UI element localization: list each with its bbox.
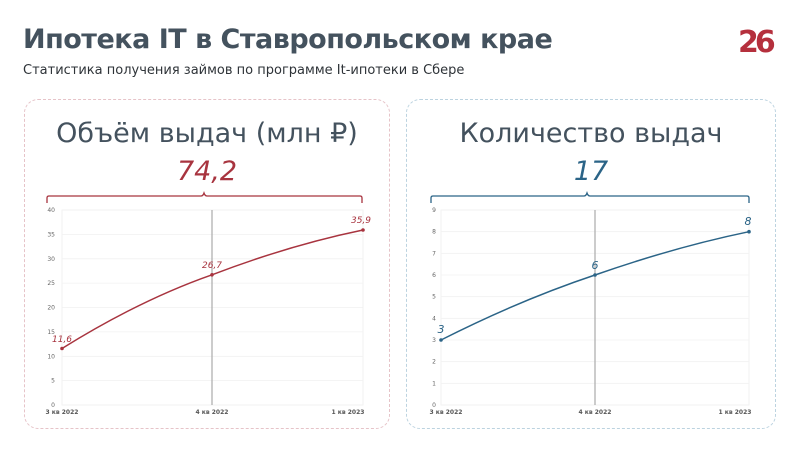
svg-text:1 кв 2023: 1 кв 2023 [332,409,365,416]
svg-text:10: 10 [47,354,55,361]
page-subtitle: Статистика получения займов по программе… [23,63,465,78]
svg-text:6: 6 [432,272,436,279]
svg-text:4 кв 2022: 4 кв 2022 [196,409,229,416]
svg-text:8: 8 [745,215,752,228]
svg-text:1 кв 2023: 1 кв 2023 [719,409,752,416]
svg-text:3: 3 [432,337,436,344]
count-card-title: Количество выдач [459,118,723,149]
volume-total: 74,2 [176,156,238,187]
volume-chart-plot: 40 35 30 25 20 15 10 5 0 3 кв 2022 4 кв … [46,207,372,416]
svg-text:9: 9 [432,207,436,214]
svg-text:0: 0 [432,402,436,409]
volume-y-axis: 40 35 30 25 20 15 10 5 0 [47,207,55,409]
svg-text:6: 6 [592,259,599,272]
svg-text:5: 5 [432,294,436,301]
svg-text:35: 35 [47,232,55,239]
svg-text:3 кв 2022: 3 кв 2022 [46,409,79,416]
svg-text:4 кв 2022: 4 кв 2022 [579,409,612,416]
svg-text:5: 5 [51,378,55,385]
svg-text:15: 15 [47,329,55,336]
svg-text:3 кв 2022: 3 кв 2022 [430,409,463,416]
volume-card [24,99,390,429]
svg-text:3: 3 [438,323,445,336]
svg-text:8: 8 [432,229,436,236]
count-card [406,99,776,429]
svg-text:26,7: 26,7 [202,261,222,271]
svg-text:26: 26 [738,25,775,58]
count-x-axis: 3 кв 2022 4 кв 2022 1 кв 2023 [430,409,752,416]
count-total: 17 [573,156,609,187]
volume-card-title: Объём выдач (млн ₽) [56,118,358,149]
count-bracket [430,190,750,203]
logo-26-icon: 26 [738,25,778,58]
volume-bracket [46,190,363,203]
svg-text:40: 40 [47,207,55,214]
svg-text:20: 20 [47,305,55,312]
svg-text:25: 25 [47,280,55,287]
svg-text:30: 30 [47,256,55,263]
svg-text:7: 7 [432,250,436,257]
svg-text:35,9: 35,9 [351,216,371,226]
page-title: Ипотека IT в Ставропольском крае [23,24,553,55]
svg-text:0: 0 [51,402,55,409]
svg-text:1: 1 [432,380,436,387]
svg-text:4: 4 [432,315,436,322]
count-chart-plot: 9 8 7 6 5 4 3 2 1 0 3 кв 2022 4 кв 2022 … [430,207,752,416]
count-y-axis: 9 8 7 6 5 4 3 2 1 0 [432,207,436,409]
svg-text:11,6: 11,6 [52,335,72,345]
volume-x-axis: 3 кв 2022 4 кв 2022 1 кв 2023 [46,409,365,416]
svg-text:2: 2 [432,359,436,366]
